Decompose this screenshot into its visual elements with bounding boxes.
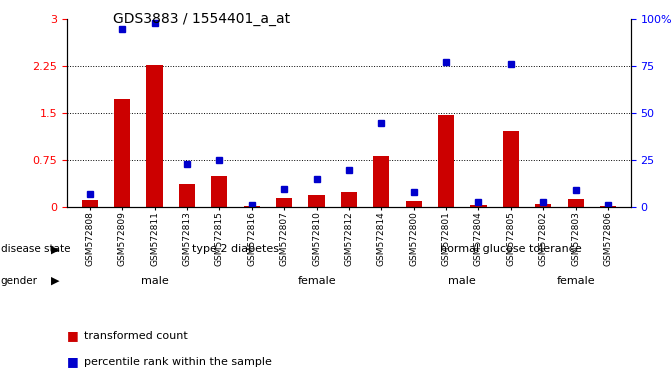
- Bar: [114, 99, 130, 207]
- Bar: [211, 176, 227, 207]
- Bar: [82, 200, 98, 207]
- Bar: [341, 192, 357, 207]
- Text: ▶: ▶: [50, 244, 59, 254]
- Bar: [470, 205, 486, 207]
- Bar: [405, 201, 422, 207]
- Text: type 2 diabetes: type 2 diabetes: [192, 244, 279, 254]
- Text: female: female: [297, 276, 336, 286]
- Bar: [179, 184, 195, 207]
- Bar: [600, 206, 616, 207]
- Bar: [438, 115, 454, 207]
- Bar: [309, 195, 325, 207]
- Bar: [373, 156, 389, 207]
- Bar: [535, 204, 552, 207]
- Text: male: male: [141, 276, 168, 286]
- Text: disease state: disease state: [1, 244, 70, 254]
- Text: normal glucose tolerance: normal glucose tolerance: [440, 244, 582, 254]
- Text: ■: ■: [67, 329, 79, 343]
- Text: gender: gender: [1, 276, 38, 286]
- Text: female: female: [556, 276, 595, 286]
- Bar: [244, 206, 260, 207]
- Bar: [146, 65, 162, 207]
- Bar: [276, 198, 293, 207]
- Text: transformed count: transformed count: [84, 331, 188, 341]
- Bar: [503, 131, 519, 207]
- Bar: [568, 199, 584, 207]
- Text: male: male: [448, 276, 476, 286]
- Text: ▶: ▶: [50, 276, 59, 286]
- Text: percentile rank within the sample: percentile rank within the sample: [84, 357, 272, 367]
- Text: ■: ■: [67, 355, 79, 368]
- Text: GDS3883 / 1554401_a_at: GDS3883 / 1554401_a_at: [113, 12, 290, 25]
